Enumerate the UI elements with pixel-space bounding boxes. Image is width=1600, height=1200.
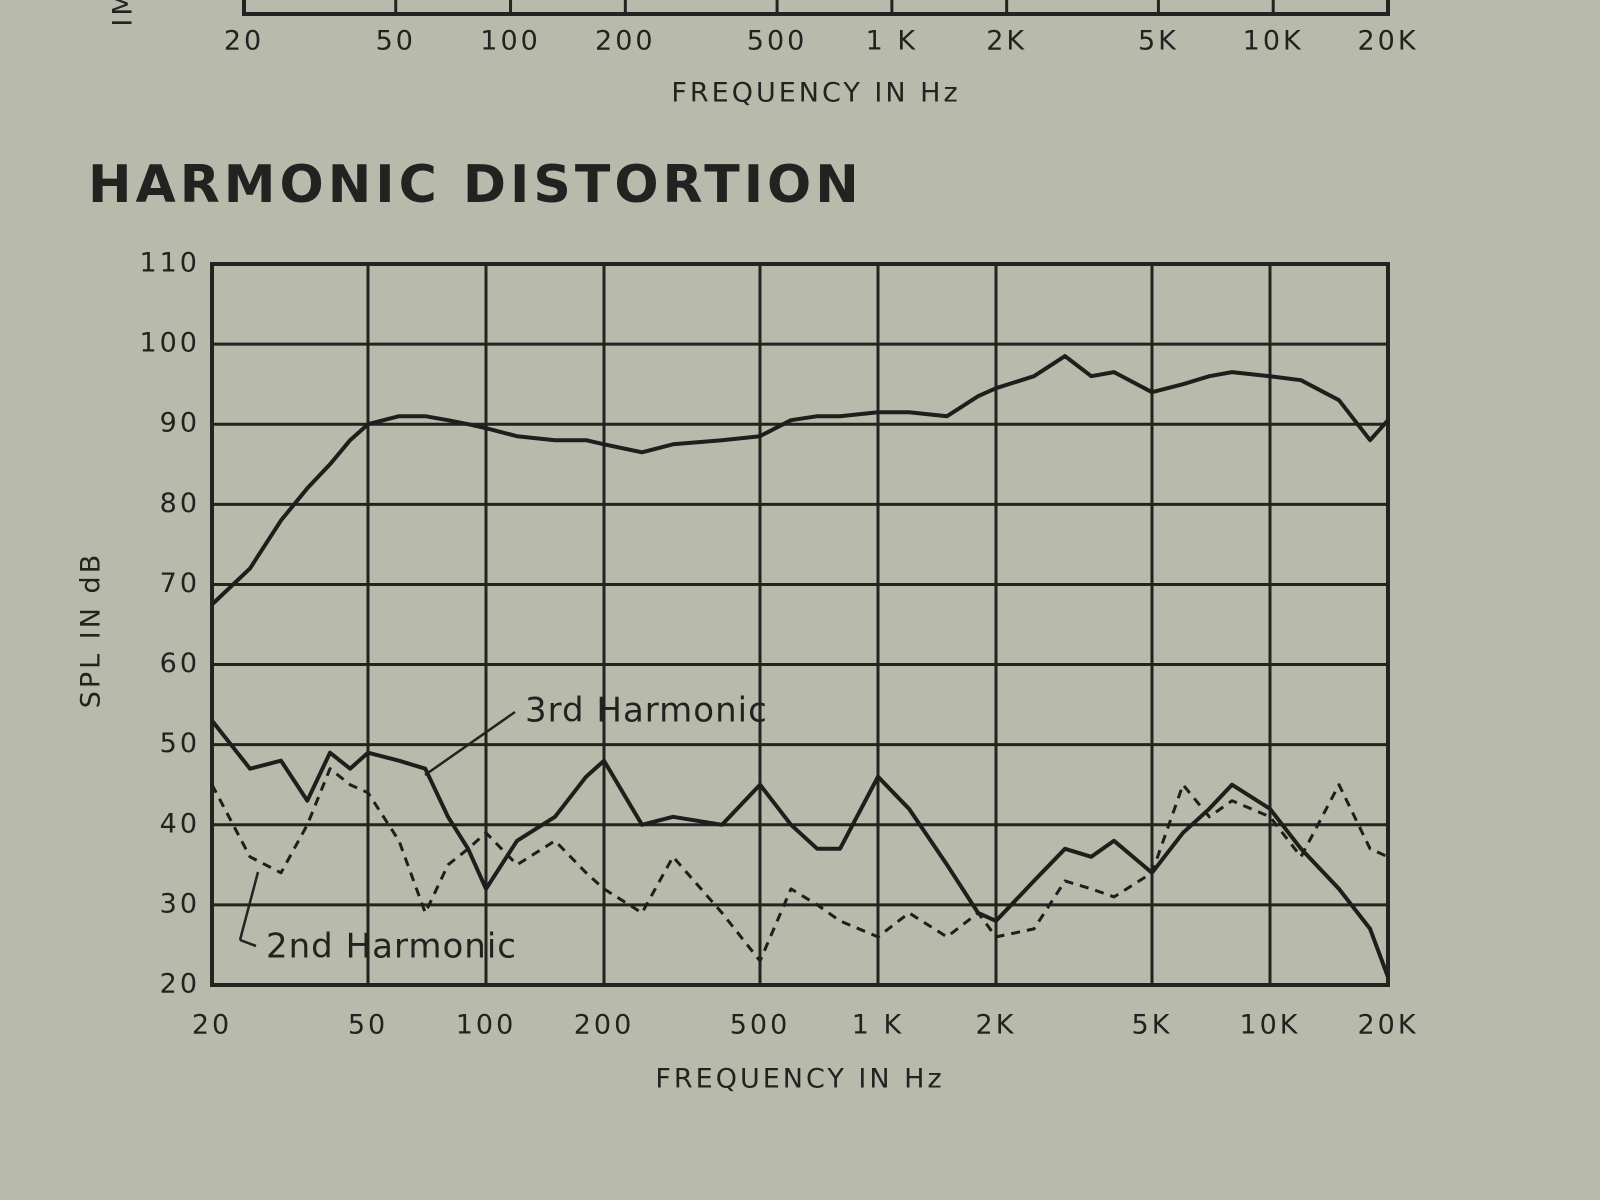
x-tick-label: 500 xyxy=(730,1010,791,1041)
annotation-arrow xyxy=(238,871,260,941)
series-line xyxy=(210,354,1390,606)
chart-title: HARMONIC DISTORTION xyxy=(88,155,863,215)
x-tick-label: 200 xyxy=(574,1010,635,1041)
series-annotation: 2nd Harmonic xyxy=(266,927,517,967)
x-tick-label: 1 K xyxy=(852,1010,904,1041)
plot-frame xyxy=(242,0,1390,16)
plot-frame xyxy=(210,262,1390,987)
x-tick-label: 100 xyxy=(456,1010,517,1041)
y-tick-label: 90 xyxy=(160,408,200,439)
x-tick-label: 20 xyxy=(192,1010,232,1041)
x-tick-label: 1 K xyxy=(866,26,918,57)
x-axis-label: FREQUENCY IN Hz xyxy=(671,78,960,109)
y-tick-label: 100 xyxy=(139,328,200,359)
x-tick-label: 2K xyxy=(976,1010,1017,1041)
x-tick-label: 200 xyxy=(595,26,656,57)
x-tick-label: 100 xyxy=(480,26,541,57)
series-annotation: 3rd Harmonic xyxy=(525,691,768,731)
y-tick-label: 80 xyxy=(160,488,200,519)
y-tick-label: 70 xyxy=(160,568,200,599)
y-tick-label: 60 xyxy=(160,648,200,679)
y-tick-label: 20 xyxy=(160,969,200,1000)
x-axis-label: FREQUENCY IN Hz xyxy=(655,1064,944,1095)
x-tick-label: 20K xyxy=(1357,26,1418,57)
y-axis-label: SPL IN dB xyxy=(76,552,107,708)
y-tick-label: 110 xyxy=(139,248,200,279)
x-tick-label: 5K xyxy=(1132,1010,1173,1041)
x-tick-label: 20 xyxy=(224,26,264,57)
x-tick-label: 500 xyxy=(747,26,808,57)
annotation-arrow xyxy=(239,938,257,948)
x-tick-label: 50 xyxy=(348,1010,388,1041)
series-line xyxy=(210,719,1390,978)
x-tick-label: 2K xyxy=(986,26,1027,57)
y-tick-label: 30 xyxy=(160,888,200,919)
x-tick-label: 10K xyxy=(1239,1010,1300,1041)
x-tick-label: 10K xyxy=(1243,26,1304,57)
y-tick-label: 50 xyxy=(160,728,200,759)
x-tick-label: 50 xyxy=(376,26,416,57)
series-line xyxy=(210,767,1389,963)
y-tick-label: 40 xyxy=(160,808,200,839)
y-axis-label: IM xyxy=(108,0,139,27)
x-tick-label: 20K xyxy=(1357,1010,1418,1041)
annotation-arrow xyxy=(424,710,516,777)
x-tick-label: 5K xyxy=(1138,26,1179,57)
